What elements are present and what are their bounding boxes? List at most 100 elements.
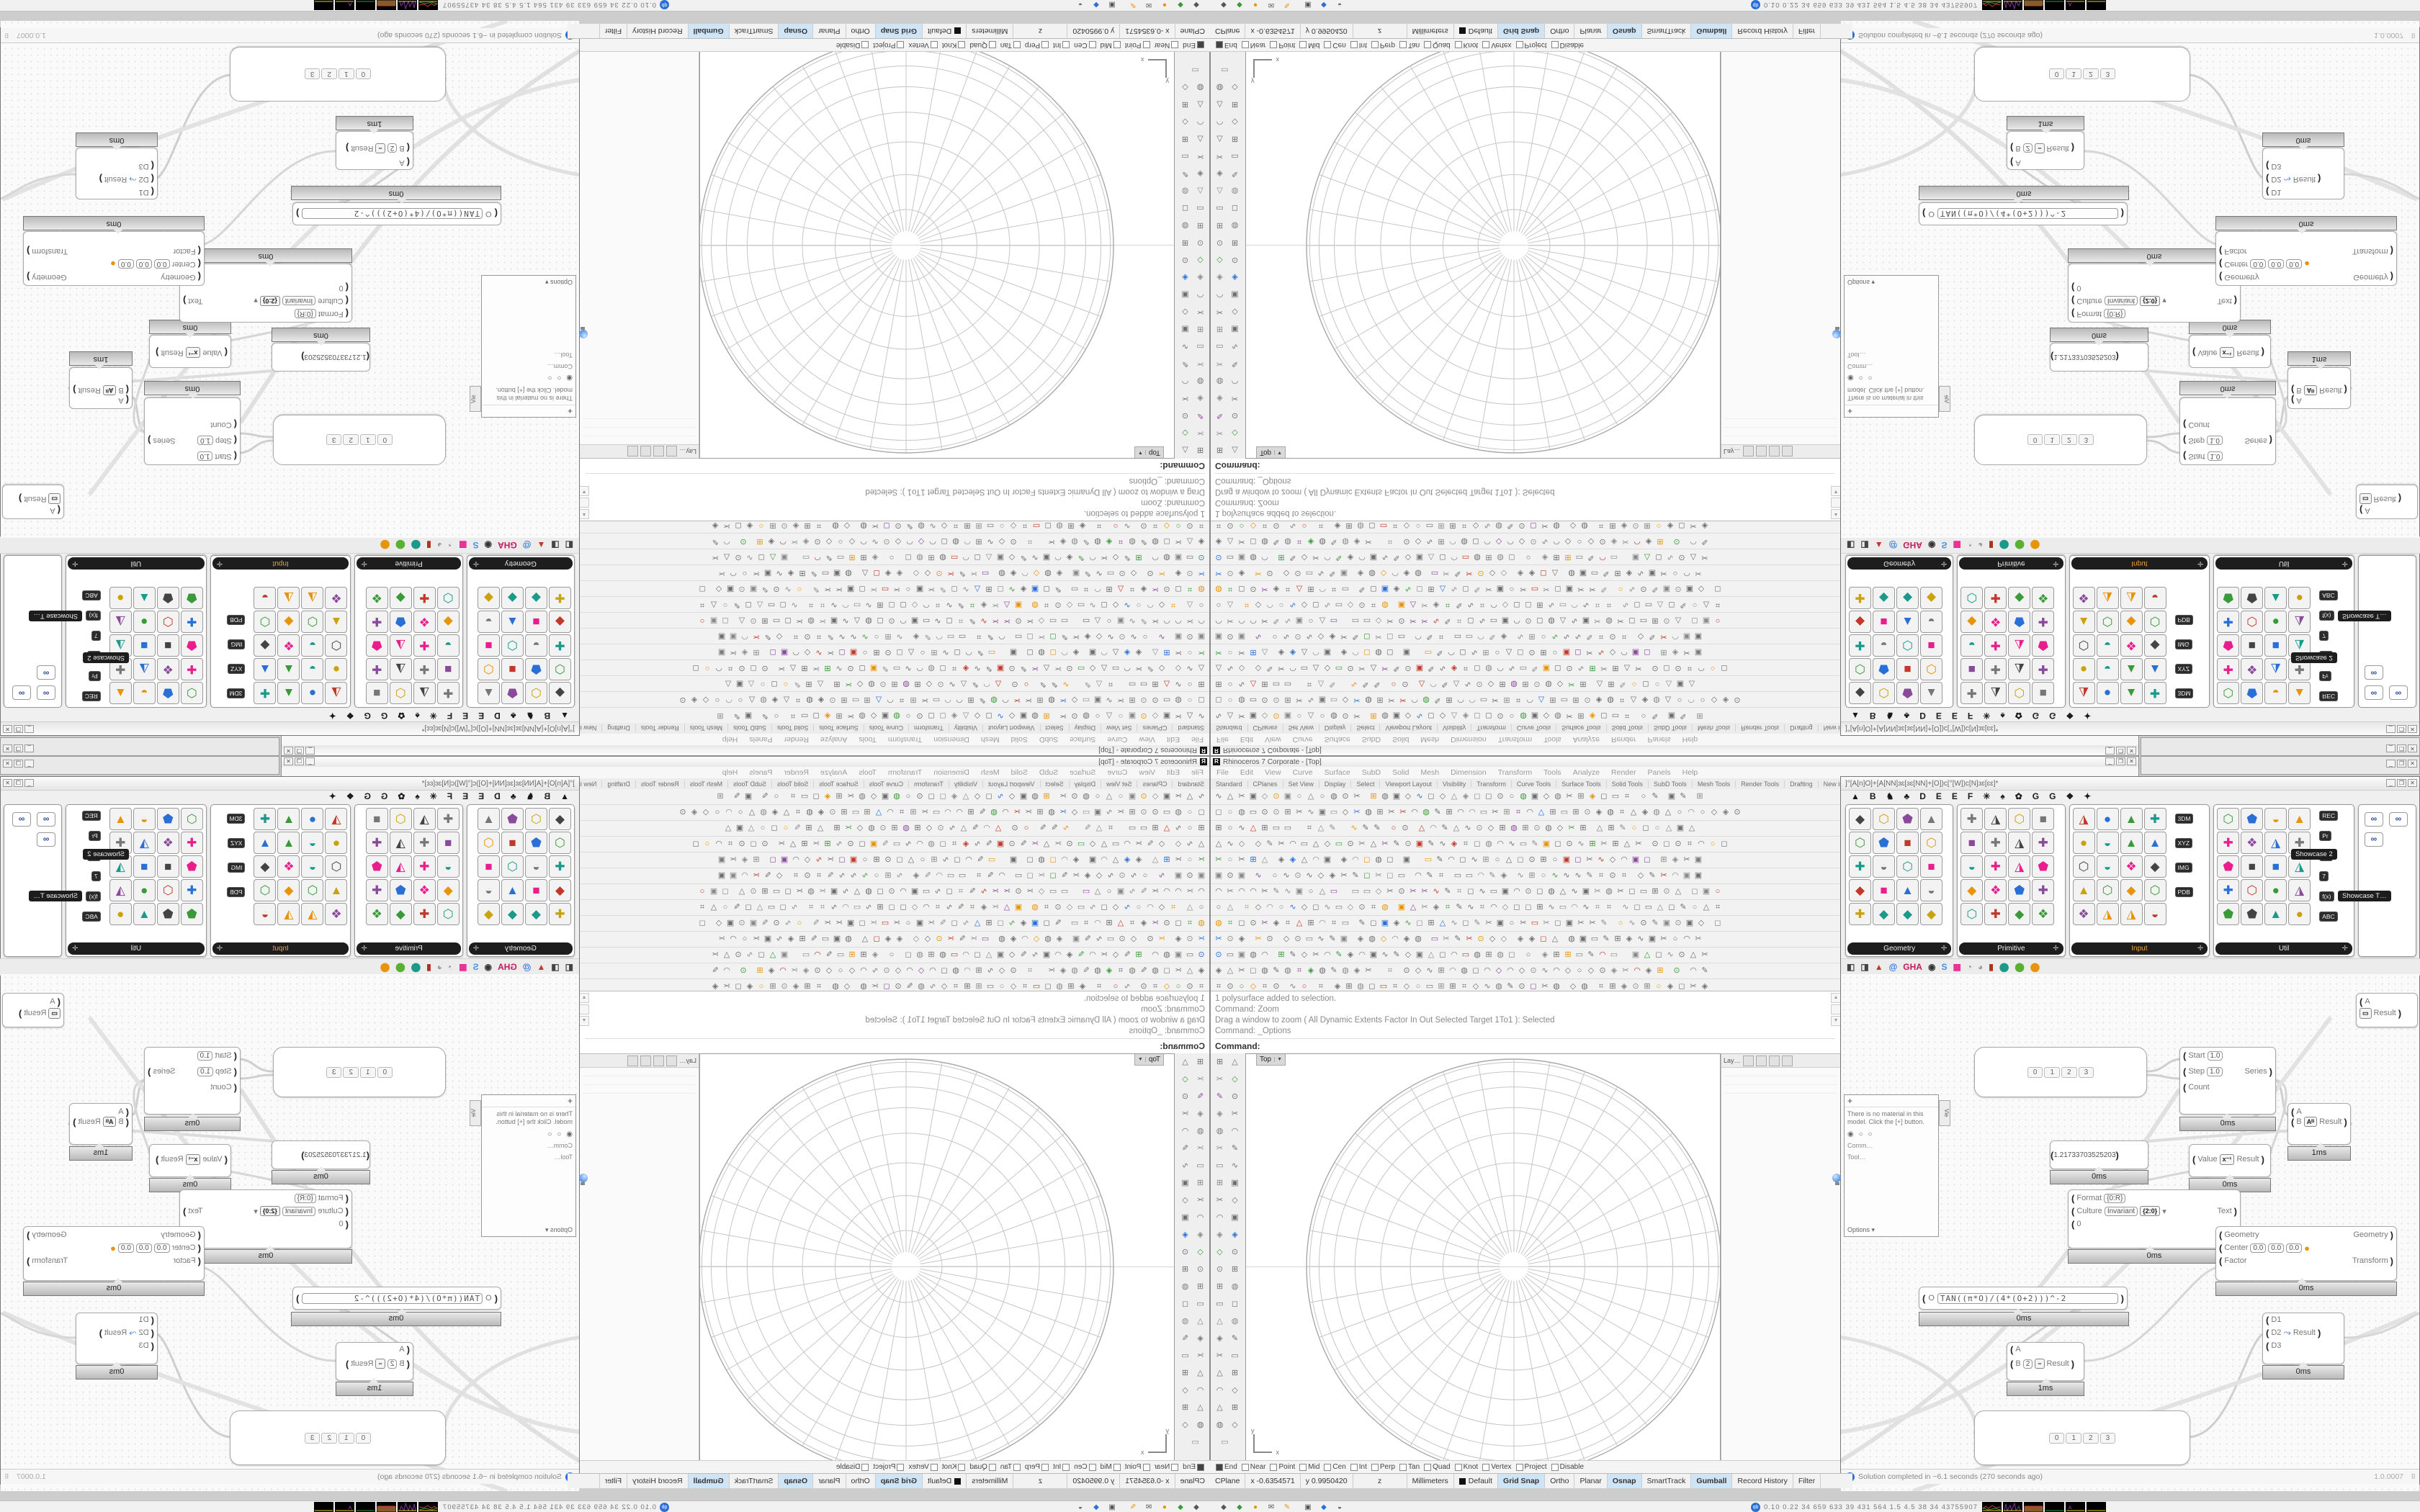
toolbar-tab[interactable]: Curve Tools	[1511, 724, 1557, 732]
toolbar-icon[interactable]: ⊙	[1477, 934, 1484, 943]
toolbar-icon[interactable]: ◈	[817, 696, 825, 705]
toolbar-icon[interactable]: ∿	[1031, 950, 1039, 959]
toolbar-icon[interactable]: ✂	[1175, 791, 1182, 801]
toolbar-icon[interactable]: ◠	[1392, 934, 1399, 943]
toolbar-icon[interactable]: ◠	[1198, 886, 1205, 896]
toolbar-icon[interactable]: ⊞	[1589, 664, 1596, 673]
toolbar-icon[interactable]: ∿	[905, 664, 912, 673]
toolbar-icon[interactable]: △	[962, 711, 969, 721]
toolbar-icon[interactable]: ∿	[1238, 680, 1245, 689]
toolbar-icon[interactable]: ⊞	[928, 950, 935, 959]
palette-chip-fx[interactable]: f(x)	[86, 611, 101, 621]
toolbar-icon[interactable]: ◇	[1472, 981, 1479, 991]
toolbar-icon[interactable]: ◠	[1672, 632, 1679, 642]
toolbar-icon[interactable]: ▣	[1694, 648, 1703, 657]
toolbar-icon[interactable]: ◻	[1386, 855, 1394, 864]
toolbar-icon[interactable]: ⌗	[816, 521, 822, 531]
center-x-value[interactable]: 0.0	[153, 1243, 170, 1253]
toolbar-icon[interactable]: △	[861, 934, 869, 943]
center-y-value[interactable]: 0.0	[135, 1243, 152, 1253]
toolbar-icon[interactable]: ▭	[802, 950, 810, 959]
status-toggle[interactable]: Filter	[1793, 24, 1821, 38]
toolbar-icon[interactable]: ⊙	[1119, 934, 1126, 943]
toolbar-icon[interactable]: ▣	[1174, 950, 1183, 959]
toolbar-icon[interactable]: ✎	[1147, 664, 1154, 673]
ribbon-tab[interactable]: ❖	[2066, 711, 2074, 721]
toolbar-icon[interactable]: ▭	[1181, 152, 1189, 161]
toolbar-icon[interactable]: ∿	[1089, 902, 1096, 912]
toolbar-icon[interactable]: ▭	[922, 616, 931, 626]
toolbar-icon[interactable]: ▭	[1106, 569, 1115, 578]
toolbar-icon[interactable]: ▭	[1425, 981, 1434, 991]
toolbar-icon[interactable]: ⊙	[1261, 696, 1268, 705]
toolbar-icon[interactable]: ⊞	[1278, 950, 1285, 959]
value-list-item[interactable]: 0	[377, 434, 393, 446]
toolbar-icon[interactable]: ◠	[1319, 585, 1326, 594]
toolbar-icon[interactable]: ◇	[895, 966, 902, 975]
maximize-button[interactable]: ❐	[2116, 757, 2125, 765]
showcase-2-chip[interactable]: Showcase 2	[2291, 652, 2337, 663]
toolbar-icon[interactable]: ○	[1654, 680, 1660, 689]
toolbar-icon[interactable]: ◻	[1634, 902, 1641, 912]
toolbar-icon[interactable]: ◈	[951, 711, 958, 721]
toolbar-icon[interactable]: ●	[2096, 682, 2119, 704]
menu-item[interactable]: File	[1216, 768, 1229, 777]
toolbar-icon[interactable]: ◍	[868, 680, 875, 689]
toolbar-icon[interactable]: ◠	[1261, 950, 1268, 959]
toolbar-icon[interactable]: ◈	[1010, 934, 1017, 943]
toolbar-icon[interactable]: ∿	[871, 966, 879, 975]
palette-chip-xyz[interactable]: XYZ	[227, 664, 246, 674]
value-list-item[interactable]: 1	[360, 434, 376, 446]
toolbar-icon[interactable]: ◠	[1484, 966, 1491, 975]
toolbar-icon[interactable]: ⊙	[1404, 664, 1412, 673]
toolbar-icon[interactable]: ✂	[1026, 616, 1034, 626]
toolbar-icon[interactable]: ●	[2288, 587, 2311, 609]
toolbar-icon[interactable]: ⬟	[525, 658, 547, 680]
toolbar-icon[interactable]: ⊞	[1564, 553, 1572, 562]
toolbar-icon[interactable]: ◇	[1439, 711, 1446, 721]
toolbar-icon[interactable]: ✎	[1084, 934, 1091, 943]
toolbar-icon[interactable]: ▣	[1631, 553, 1640, 562]
value-list-item[interactable]: 2	[343, 434, 359, 446]
panel-tab-icon[interactable]	[1742, 1055, 1754, 1066]
toolbar-icon[interactable]: ▭	[1077, 664, 1085, 673]
toolbar-icon[interactable]: ✎	[1330, 966, 1337, 975]
toolbar-icon[interactable]: ∿	[1541, 966, 1549, 975]
toolbar-icon[interactable]: ✂	[1031, 839, 1039, 848]
toolbar-icon[interactable]: ◒	[301, 832, 324, 854]
toolbar-tab[interactable]: Solid Tools	[1607, 780, 1649, 788]
ribbon-tab[interactable]: E	[1935, 711, 1942, 721]
toolbar-icon[interactable]: ▭	[1519, 664, 1528, 673]
toolbar-icon[interactable]: ⊙	[1342, 711, 1349, 721]
toolbar-icon[interactable]: ◒	[436, 855, 460, 878]
toolbar-icon[interactable]: ■	[525, 611, 547, 633]
toolbar-icon[interactable]: ◻	[1163, 537, 1170, 546]
menu-item[interactable]: Tools	[1543, 735, 1561, 744]
toolbar-tab[interactable]: Render Tools	[1736, 724, 1785, 732]
toolbar-icon[interactable]: ◒	[2096, 832, 2119, 854]
toolbar-icon[interactable]: ◍	[1181, 186, 1189, 196]
toolbar-icon[interactable]: ⊙	[1071, 791, 1078, 801]
toolbar-icon[interactable]: △	[1505, 855, 1512, 864]
toolbar-icon[interactable]: ◻	[1574, 648, 1582, 657]
toolbar-icon[interactable]: △	[1215, 839, 1222, 848]
toolbar-icon[interactable]: ⬟	[501, 682, 524, 704]
toolbar-icon[interactable]: ◆	[1920, 903, 1942, 925]
toolbar-icon[interactable]: ∿	[1551, 632, 1559, 642]
materials-options-button[interactable]: Options ▾	[544, 1226, 573, 1233]
toolbar-icon[interactable]: ■	[156, 855, 179, 878]
toolbar-icon[interactable]: ◻	[812, 791, 820, 801]
toolbar-icon[interactable]: ○	[699, 616, 705, 626]
menu-item[interactable]: Curve	[1107, 735, 1128, 744]
toolbar-icon[interactable]: ◮	[2072, 682, 2095, 704]
toolbar-icon[interactable]: ◠	[1312, 855, 1319, 864]
palette-group-primitive[interactable]: ✚ ◮ ⬡ ■ ■ ✚ ◮ ✚ ◒ ✚ ◮ ⬟ ◆ ❖ ⬟ ✚ ⬡ ✚ ◆ ❖ Primitive ✛	[354, 555, 463, 708]
toolbar-icon[interactable]: △	[1227, 711, 1234, 721]
toolbar-icon[interactable]: ▲	[109, 682, 132, 704]
toolbar-icon[interactable]: ◻	[1181, 1299, 1189, 1308]
toolbar-icon[interactable]: ✎	[1181, 169, 1189, 179]
ribbon-tab[interactable]: ✦	[2084, 791, 2092, 801]
menu-item[interactable]: Help	[722, 735, 738, 744]
toolbar-icon[interactable]: ◈	[1198, 537, 1205, 546]
toolbar-icon[interactable]: ◻	[1634, 600, 1641, 610]
